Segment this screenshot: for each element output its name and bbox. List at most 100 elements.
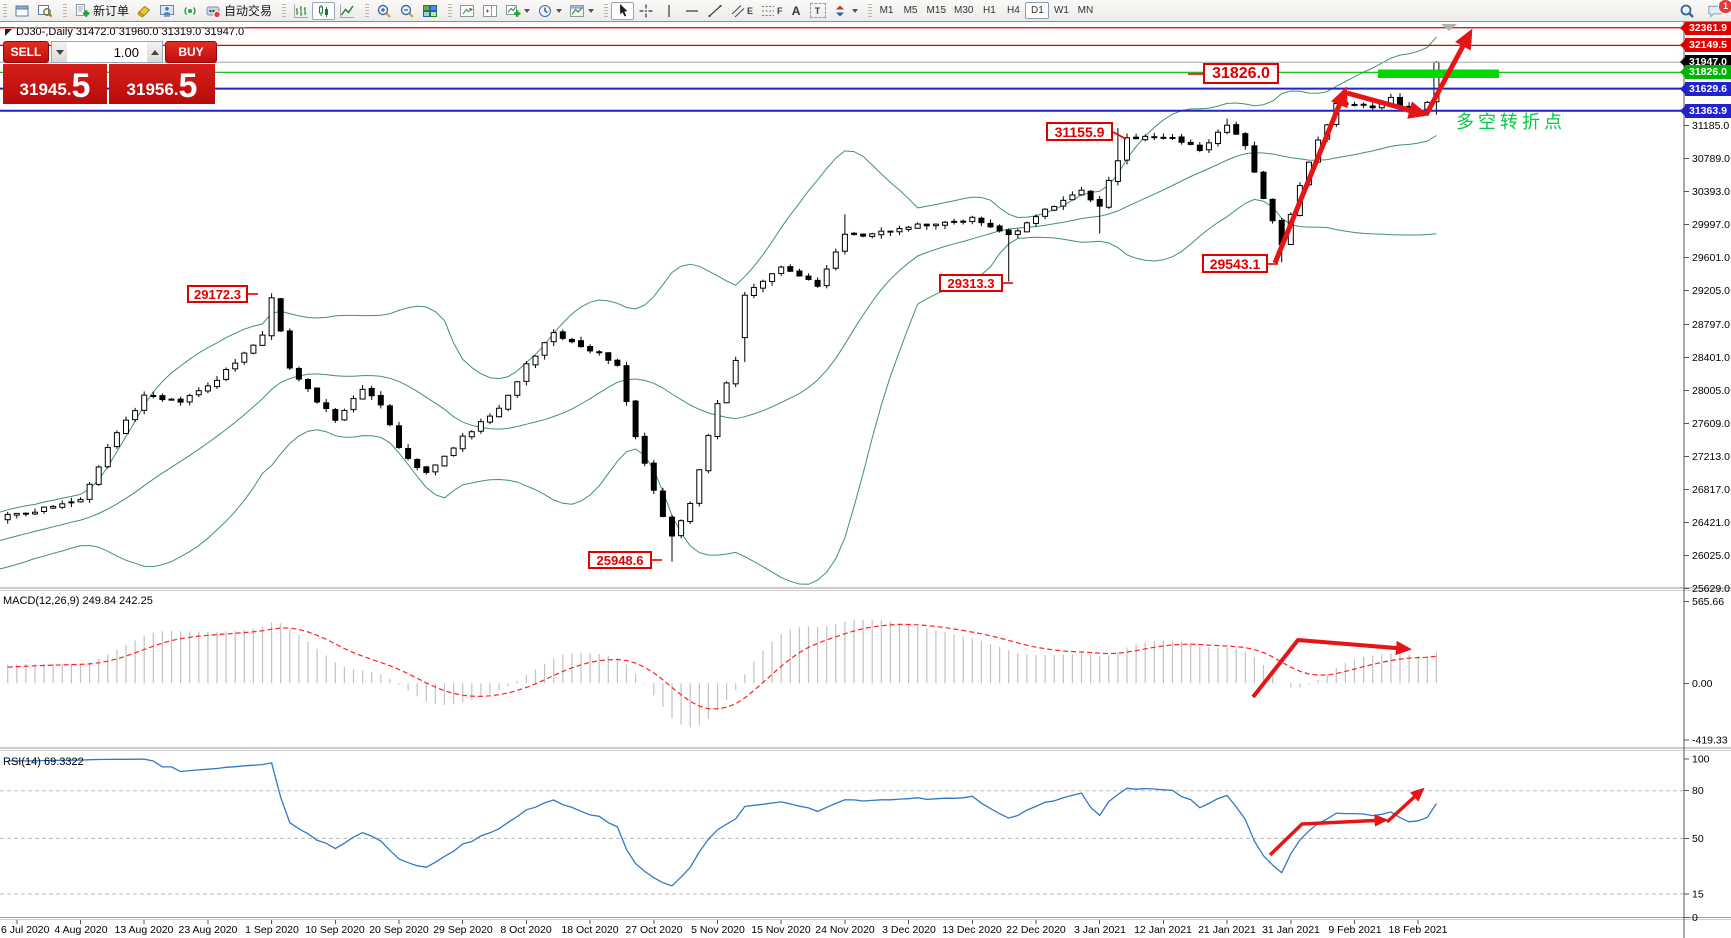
profile-button[interactable]	[155, 2, 178, 20]
candlestick-chart-button[interactable]	[312, 1, 336, 20]
tab-timeframe-M1[interactable]: M1	[875, 2, 899, 19]
volume-decrease-button[interactable]	[52, 42, 67, 62]
fibonacci-tool-button[interactable]: F	[756, 2, 786, 20]
crosshair-tool-button[interactable]	[634, 2, 657, 20]
axis-tick-label: 50	[1692, 833, 1704, 845]
axis-tick-label: 30789.0	[1692, 153, 1730, 165]
axis-tick-label: 30393.0	[1692, 186, 1730, 198]
bar-chart-button[interactable]	[289, 2, 312, 20]
new-order-label: 新订单	[93, 4, 130, 18]
add-indicator-icon	[504, 3, 521, 19]
templates-button[interactable]	[565, 2, 597, 20]
zoom-in-icon	[375, 3, 392, 19]
zoom-in-button[interactable]	[372, 2, 395, 20]
add-indicator-button[interactable]	[501, 2, 533, 20]
arrow-objects-icon	[832, 3, 849, 19]
notifications-button[interactable]: 1	[1704, 0, 1731, 20]
trendline-tool-button[interactable]	[703, 2, 726, 20]
axis-tick-label: 0	[1692, 912, 1698, 924]
tab-timeframe-W1[interactable]: W1	[1049, 2, 1073, 19]
template-icon	[568, 3, 585, 19]
axis-tick-label: 25629.0	[1692, 583, 1730, 595]
toolbar-group-profiles	[445, 0, 601, 21]
periods-button[interactable]	[533, 2, 565, 20]
search-button[interactable]	[1675, 2, 1698, 20]
window-zoom-icon	[36, 3, 53, 19]
sell-button[interactable]: SELL	[3, 41, 49, 63]
toolbar-group-trade: 新订单 自动交易	[60, 0, 279, 21]
toolbar-grip	[365, 4, 370, 17]
text-tool-button[interactable]: A	[786, 2, 807, 20]
axis-tick-label: 565.66	[1692, 596, 1724, 608]
tab-timeframe-M5[interactable]: M5	[899, 2, 923, 19]
vertical-line-tool-button[interactable]	[657, 2, 680, 20]
bar-chart-icon	[292, 3, 309, 19]
bid-quote-button[interactable]: 31945. 5	[3, 64, 107, 104]
line-chart-icon	[338, 3, 355, 19]
chart-corner-marker	[5, 29, 12, 36]
chart-shift-button[interactable]	[478, 2, 501, 20]
label-tool-button[interactable]: T	[807, 2, 829, 20]
ask-price-main: 31956.	[126, 80, 179, 99]
axis-tick-label: 29601.0	[1692, 252, 1730, 264]
toolbar-grip	[448, 4, 453, 17]
toolbar-group-objects: E F A T	[601, 0, 865, 21]
ask-quote-button[interactable]: 31956. 5	[109, 64, 215, 104]
auto-scroll-button[interactable]	[455, 2, 478, 20]
line-chart-button[interactable]	[335, 2, 358, 20]
green-highlight-zone	[1378, 69, 1499, 78]
buy-button[interactable]: BUY	[165, 41, 217, 63]
chart-preview-button[interactable]	[33, 2, 56, 20]
new-chart-button[interactable]	[10, 2, 33, 20]
rsi-pane-label: RSI(14) 69.3322	[3, 756, 84, 768]
tab-timeframe-M15[interactable]: M15	[923, 2, 950, 19]
signal-icon	[181, 3, 198, 19]
market-watch-button[interactable]	[132, 2, 155, 20]
dropdown-caret	[851, 8, 858, 13]
tab-timeframe-D1[interactable]: D1	[1025, 2, 1050, 19]
rsi-name: RSI(14)	[3, 756, 41, 768]
toolbar-group-zoom	[362, 0, 445, 21]
tab-timeframe-M30[interactable]: M30	[950, 2, 977, 19]
signals-button[interactable]	[178, 2, 201, 20]
toolbar-group-chart-type	[279, 0, 362, 21]
axis-tick-label: 0.00	[1692, 678, 1713, 690]
tab-timeframe-H1[interactable]: H1	[977, 2, 1001, 19]
volume-input[interactable]	[67, 42, 147, 62]
cursor-tool-button[interactable]	[611, 1, 635, 20]
axis-tick-label: 26025.0	[1692, 550, 1730, 562]
axis-tick-label: 28401.0	[1692, 352, 1730, 364]
candlestick-icon	[315, 3, 332, 19]
new-order-button[interactable]: 新订单	[70, 2, 132, 20]
macd-indicator	[7, 619, 1438, 728]
trend-arrows[interactable]	[1251, 28, 1473, 857]
dropdown-caret	[588, 8, 595, 13]
text-tool-glyph: A	[791, 3, 801, 18]
channel-glyph: E	[747, 5, 754, 16]
horizontal-line-tool-button[interactable]	[680, 2, 703, 20]
crosshair-icon	[637, 3, 654, 19]
fibonacci-icon	[759, 3, 776, 19]
axis-tick-label: 27609.0	[1692, 418, 1730, 430]
volume-control	[51, 41, 163, 63]
macd-values: 249.84 242.25	[82, 595, 153, 607]
arrow-objects-button[interactable]	[829, 2, 861, 20]
label-tool-glyph: T	[814, 5, 821, 16]
axis-tick-label: 27213.0	[1692, 451, 1730, 463]
autotrading-label: 自动交易	[224, 4, 273, 18]
autotrading-button[interactable]: 自动交易	[201, 2, 275, 20]
tab-timeframe-MN[interactable]: MN	[1073, 2, 1097, 19]
horizontal-level-lines[interactable]	[0, 27, 1684, 112]
tile-windows-button[interactable]	[418, 2, 441, 20]
toolbar-grip	[867, 4, 872, 17]
zoom-out-button[interactable]	[395, 2, 418, 20]
tab-timeframe-H4[interactable]: H4	[1001, 2, 1025, 19]
toolbar-group-window	[0, 0, 60, 21]
one-click-trading-panel: SELL BUY 31945.5 31956.5	[3, 41, 217, 104]
channel-tool-button[interactable]: E	[726, 2, 756, 20]
toolbar-grip	[63, 4, 67, 17]
volume-increase-button[interactable]	[147, 42, 162, 62]
scroll-to-end-marker[interactable]	[1441, 24, 1457, 31]
